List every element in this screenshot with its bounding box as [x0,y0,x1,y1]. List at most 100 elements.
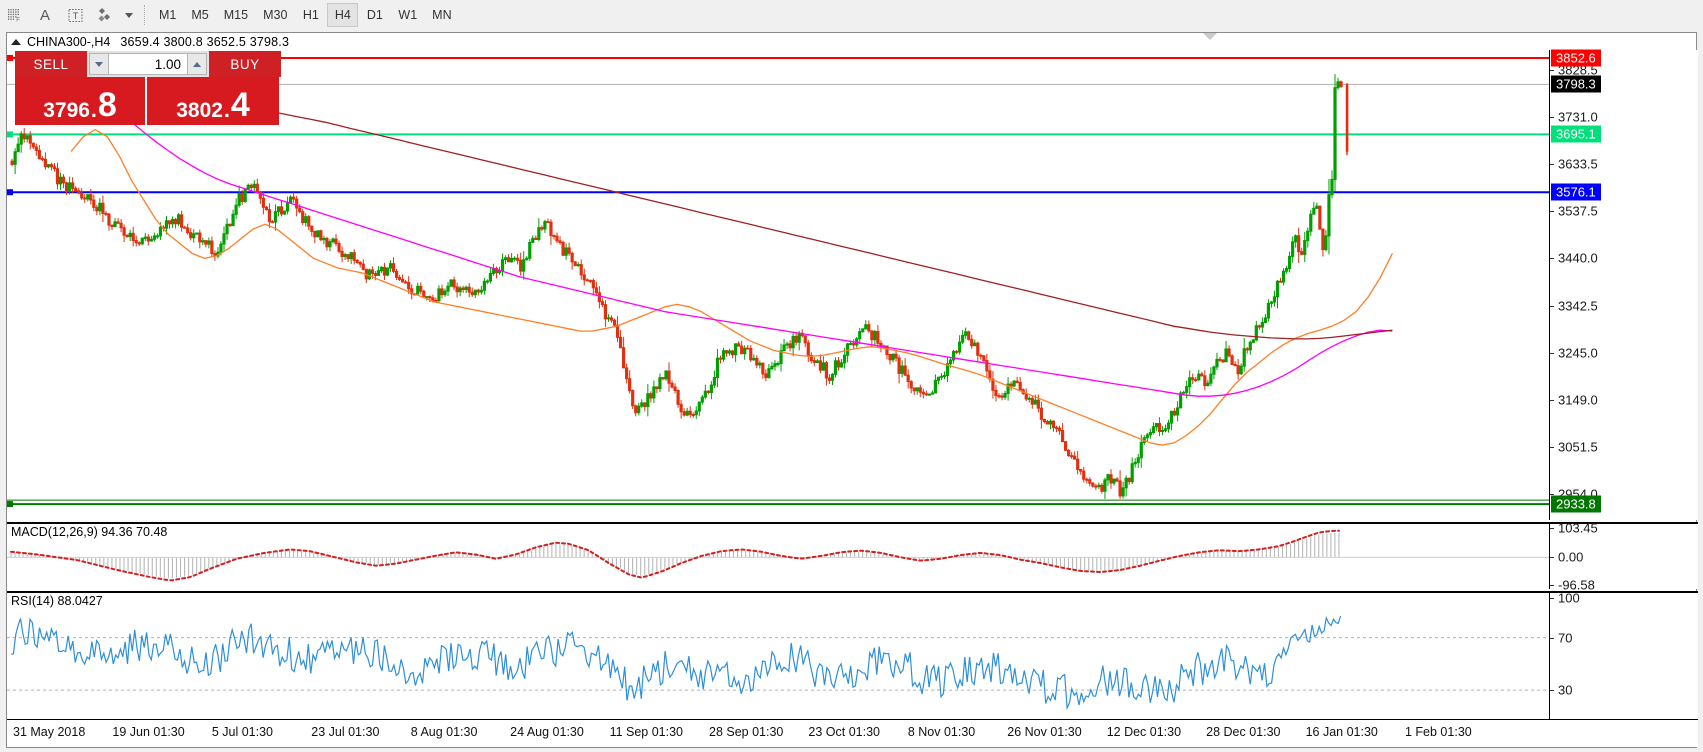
symbol-label: CHINA300-,H4 [27,34,111,49]
sell-price-separator: . [90,99,97,122]
price-pane: 3828.5 3731.0 3633.5 3537.5 3440.0 3342.5 3245… [7,49,1698,520]
macd-pane: MACD(12,26,9) 94.36 70.48 103.45 0.00 -96.… [7,520,1698,593]
macd-tick [1550,557,1554,559]
volume-decrease-button[interactable] [89,53,109,75]
price-tick [1550,399,1554,401]
time-axis-label: 24 Aug 01:30 [510,725,584,739]
macd-label: MACD(12,26,9) 94.36 70.48 [11,525,172,539]
timeframe-d1[interactable]: D1 [366,8,383,22]
price-tick [1550,210,1554,212]
time-axis-label: 1 Feb 01:30 [1405,725,1472,739]
price-tick [1550,164,1554,166]
one-click-trading-panel: SELL 1.00 BUY 3796 . 8 3802 . 4 [15,51,281,125]
time-axis-label: 8 Aug 01:30 [410,725,478,739]
macd-tick-label: 103.45 [1558,520,1598,536]
grid-f-icon[interactable]: F [0,2,30,28]
objects-icon[interactable] [90,2,120,28]
timeframe-group: M1 M5 M15 M30 H1 H4 D1 W1 MN [152,3,460,27]
price-tick-label: 3731.0 [1558,109,1598,125]
macd-plot-area[interactable] [7,524,1549,589]
rsi-chart-svg [7,615,1549,711]
buy-price[interactable]: 3802 . 4 [147,77,279,125]
rsi-plot-area[interactable] [7,593,1549,719]
current-price-badge[interactable]: 3798.3 [1551,75,1601,93]
price-tick [1550,69,1554,71]
price-tick-label: 3342.5 [1558,298,1598,314]
time-axis-label: 12 Dec 01:30 [1106,725,1182,739]
resistance-line-badge[interactable]: 3852.6 [1551,49,1601,67]
time-axis-label: 11 Sep 01:30 [609,725,684,739]
price-tick-label: 3245.0 [1558,345,1598,361]
macd-tick-label: -96.58 [1558,577,1595,593]
price-scale[interactable]: 3828.5 3731.0 3633.5 3537.5 3440.0 3342.5 3245… [1549,49,1698,520]
timeframe-m15[interactable]: M15 [223,8,249,22]
volume-stepper: 1.00 [87,51,209,77]
chart-titlebar: CHINA300-,H4 3659.4 3800.8 3652.5 3798.3 [7,33,1696,50]
rsi-tick-label: 100 [1558,590,1580,606]
svg-text:F: F [16,16,20,23]
rsi-pane: RSI(14) 88.0427 100 70 30 [7,591,1698,719]
text-label-icon[interactable]: T [60,2,90,28]
macd-tick [1550,584,1554,586]
timeframe-h4[interactable]: H4 [327,3,359,27]
rsi-tick [1550,637,1554,639]
price-tick [1550,446,1554,448]
candles [10,74,1343,499]
price-tick [1550,494,1554,496]
buy-price-integer: 3802 [176,99,223,122]
svg-text:T: T [72,11,78,22]
chart-window: CHINA300-,H4 3659.4 3800.8 3652.5 3798.3… [6,32,1698,748]
price-tick [1550,258,1554,260]
rsi-scale[interactable]: 100 70 30 [1549,590,1698,719]
timeframe-h1[interactable]: H1 [302,8,319,22]
rsi-tick-label: 30 [1558,682,1573,698]
sell-price-integer: 3796 [43,99,90,122]
volume-increase-button[interactable] [187,53,207,75]
trade-panel-prices: 3796 . 8 3802 . 4 [15,77,281,125]
time-axis-label: 31 May 2018 [13,725,86,739]
support-blue-badge[interactable]: 3576.1 [1551,183,1601,201]
macd-tick-label: 0.00 [1558,549,1584,565]
time-axis-label: 5 Jul 01:30 [211,725,274,739]
buy-price-separator: . [223,99,230,122]
price-tick-label: 3440.0 [1558,250,1598,266]
sell-price-decimal: 8 [97,86,117,125]
rsi-label: RSI(14) 88.0427 [11,594,107,608]
buy-button[interactable]: BUY [209,51,281,77]
price-tick-label: 3149.0 [1558,392,1598,408]
time-axis-label: 19 Jun 01:30 [112,725,185,739]
volume-input[interactable]: 1.00 [109,53,187,75]
timeframe-mn[interactable]: MN [432,8,452,22]
time-axis-label: 23 Oct 01:30 [808,725,880,739]
timeframe-m1[interactable]: M1 [159,8,177,22]
macd-scale[interactable]: 103.45 0.00 -96.58 [1549,520,1698,593]
price-tick-label: 3051.5 [1558,439,1598,455]
macd-histogram [10,532,1340,579]
trade-panel-header: SELL 1.00 BUY [15,51,281,77]
sell-price[interactable]: 3796 . 8 [15,77,147,125]
buy-price-decimal: 4 [230,86,250,125]
sell-button[interactable]: SELL [15,51,87,77]
time-axis-label: 16 Jan 01:30 [1305,725,1378,739]
ohlc-values: 3659.4 3800.8 3652.5 3798.3 [120,34,290,49]
support-green-badge[interactable]: 3695.1 [1551,125,1601,143]
timeframe-w1[interactable]: W1 [398,8,418,22]
collapse-triangle-icon[interactable] [11,38,21,45]
price-tick-label: 3537.5 [1558,203,1598,219]
time-axis-label: 23 Jul 01:30 [311,725,380,739]
timeframe-m5[interactable]: M5 [191,8,209,22]
text-a-icon[interactable]: A [39,6,50,24]
low-green-badge[interactable]: 2933.8 [1551,495,1601,513]
timeframe-m30[interactable]: M30 [263,8,288,22]
macd-chart-svg [7,529,1549,582]
rsi-tick-label: 70 [1558,630,1573,646]
price-tick [1550,305,1554,307]
price-tick [1550,117,1554,118]
chart-scroll-thumb[interactable] [1203,33,1217,40]
chevron-down-icon[interactable] [120,2,138,28]
toolbar-divider [144,5,146,25]
price-tick [1550,352,1554,354]
time-axis[interactable]: 31 May 2018 19 Jun 01:30 5 Jul 01:30 23 Jul… [7,719,1698,747]
time-axis-label: 26 Nov 01:30 [1007,725,1082,739]
